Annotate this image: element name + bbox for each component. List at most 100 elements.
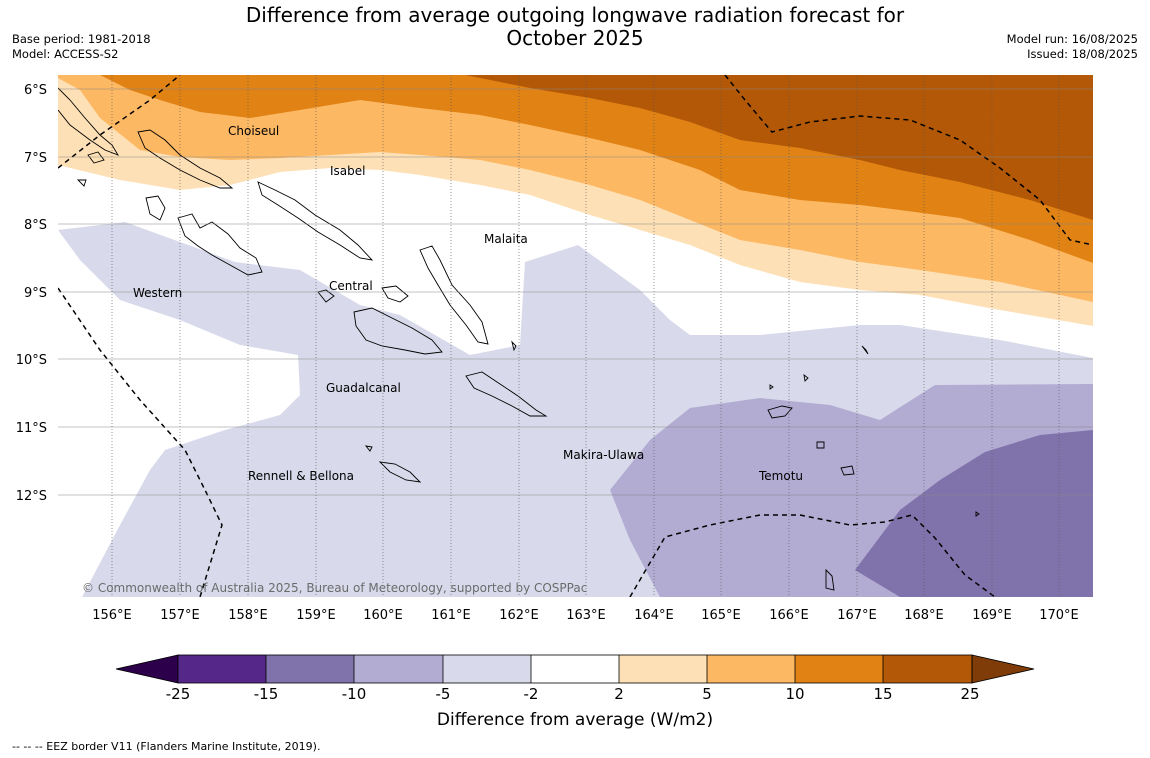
bougainville-coast xyxy=(58,87,120,156)
duff-islands xyxy=(803,373,809,382)
model-label: Model: xyxy=(12,47,51,61)
colorbar-tick: 5 xyxy=(702,685,712,700)
model-info: Base period: 1981-2018 Model: ACCESS-S2 xyxy=(12,32,151,62)
anuta-island xyxy=(825,568,835,591)
lon-label: 168°E xyxy=(904,608,944,623)
colorbar-tick: 2 xyxy=(614,685,624,700)
malaita-island xyxy=(419,245,489,345)
issued-label: Issued: xyxy=(1027,47,1069,61)
colorbar-tick: -10 xyxy=(342,685,367,700)
colorbar-segment xyxy=(354,655,443,683)
lat-label: 6°S xyxy=(24,83,47,98)
vella-lavella-island xyxy=(145,195,166,221)
base-period-label: Base period: xyxy=(12,32,85,46)
santa-cruz-island xyxy=(767,405,793,419)
colorbar-segment xyxy=(883,655,972,683)
lon-label: 161°E xyxy=(431,608,471,623)
run-info: Model run: 16/08/2025 Issued: 18/08/2025 xyxy=(1007,32,1138,62)
lat-label: 10°S xyxy=(16,353,47,368)
lon-label: 163°E xyxy=(566,608,606,623)
province-label-western: Western xyxy=(133,286,182,300)
province-label-makira-ulawa: Makira-Ulawa xyxy=(563,448,644,462)
colorbar-extend-high xyxy=(971,654,1035,684)
bellona-island xyxy=(364,445,373,452)
province-label-guadalcanal: Guadalcanal xyxy=(326,381,401,395)
province-label-malaita: Malaita xyxy=(484,232,528,246)
colorbar-segment xyxy=(266,655,354,683)
coastlines xyxy=(58,87,980,591)
rennell-island xyxy=(378,461,422,483)
colorbar-tick: -5 xyxy=(436,685,451,700)
shade-15-to-25 xyxy=(465,75,1093,220)
guadalcanal-island xyxy=(353,307,443,355)
lon-label: 162°E xyxy=(499,608,539,623)
shade-minus15-to-minus10 xyxy=(855,430,1093,597)
lon-label: 169°E xyxy=(972,608,1012,623)
tikopia-island xyxy=(975,511,980,517)
model-run-label: Model run: xyxy=(1006,32,1069,46)
issued-value: 18/08/2025 xyxy=(1071,47,1138,61)
colorbar-tick: -2 xyxy=(524,685,539,700)
title-line-1: Difference from average outgoing longwav… xyxy=(245,3,905,27)
lat-label: 11°S xyxy=(16,421,47,436)
lat-lines xyxy=(58,88,1093,496)
colorbar-tick: 25 xyxy=(960,685,979,700)
eez-legend-text: -- -- -- EEZ border V11 (Flanders Marine… xyxy=(12,740,321,753)
santa-isabel-island xyxy=(257,181,374,261)
treasury-islands xyxy=(76,179,87,187)
shading-layer xyxy=(58,75,1093,597)
eez-border xyxy=(58,75,1093,597)
lon-label: 170°E xyxy=(1039,608,1079,623)
new-georgia-islands xyxy=(177,213,263,276)
ontong-java-speck xyxy=(511,340,517,352)
lon-label: 157°E xyxy=(160,608,200,623)
florida-islands xyxy=(381,285,409,303)
province-label-central: Central xyxy=(329,279,373,293)
colorbar-tick: 15 xyxy=(873,685,892,700)
shortland-islands xyxy=(87,151,105,164)
colorbar: -25 -15 -10 -5 -2 2 5 10 15 25 xyxy=(115,654,1035,700)
lon-label: 167°E xyxy=(837,608,877,623)
lon-label: 156°E xyxy=(92,608,132,623)
model-run-value: 16/08/2025 xyxy=(1071,32,1138,46)
lon-label: 166°E xyxy=(769,608,809,623)
lon-label: 164°E xyxy=(634,608,674,623)
colorbar-label: Difference from average (W/m2) xyxy=(436,710,714,730)
vanikoro-island xyxy=(840,465,855,476)
lon-label: 165°E xyxy=(701,608,741,623)
model-value: ACCESS-S2 xyxy=(54,47,119,61)
choiseul-island xyxy=(137,129,234,189)
base-period-value: 1981-2018 xyxy=(87,32,151,46)
lon-label: 159°E xyxy=(296,608,336,623)
colorbar-segment xyxy=(178,655,266,683)
lat-label: 9°S xyxy=(24,286,47,301)
colorbar-tick: -15 xyxy=(254,685,279,700)
reef-islands xyxy=(769,384,774,390)
olr-anomaly-map: 6°S 7°S 8°S 9°S 10°S 11°S 12°S 156°E 157… xyxy=(16,75,1093,700)
sikaiana-atoll xyxy=(861,345,869,355)
province-label-isabel: Isabel xyxy=(330,164,365,178)
title-line-2: October 2025 xyxy=(506,26,644,50)
makira-island xyxy=(465,371,548,417)
colorbar-segment xyxy=(795,655,883,683)
lat-label: 8°S xyxy=(24,218,47,233)
shade-neutral-hole xyxy=(58,230,300,597)
lat-label: 7°S xyxy=(24,151,47,166)
colorbar-segment xyxy=(531,655,619,683)
russell-islands xyxy=(317,289,335,303)
lon-label: 160°E xyxy=(363,608,403,623)
map-title: Difference from average outgoing longwav… xyxy=(0,4,1150,50)
map-grid xyxy=(111,75,1060,597)
lon-label: 158°E xyxy=(228,608,268,623)
colorbar-segment xyxy=(619,655,707,683)
copyright-notice: © Commonwealth of Australia 2025, Bureau… xyxy=(82,581,587,595)
colorbar-extend-low xyxy=(115,654,179,684)
colorbar-tick: 10 xyxy=(785,685,804,700)
colorbar-segment xyxy=(707,655,795,683)
province-label-choiseul: Choiseul xyxy=(228,124,279,138)
utupua-island xyxy=(816,441,825,449)
colorbar-segment xyxy=(443,655,531,683)
province-label-temotu: Temotu xyxy=(758,469,803,483)
province-label-rennell-bellona: Rennell & Bellona xyxy=(248,469,354,483)
lat-label: 12°S xyxy=(16,489,47,504)
